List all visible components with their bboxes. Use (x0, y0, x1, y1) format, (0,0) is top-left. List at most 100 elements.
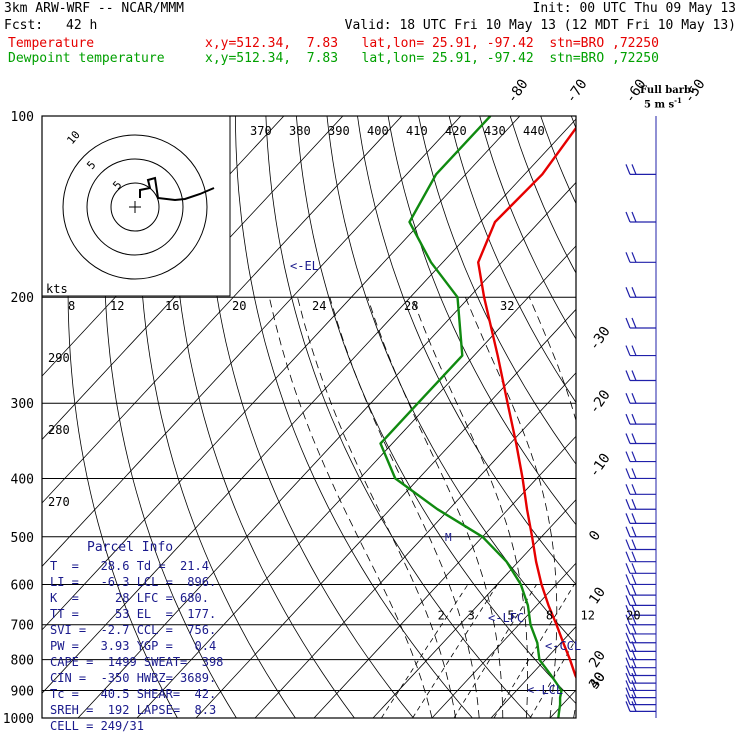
moist-adiabat (465, 297, 558, 718)
isotherm-label: 30 (586, 669, 609, 692)
level-annotation: <-EL (290, 259, 319, 273)
wind-barb-flag (631, 694, 637, 705)
theta-label: 380 (289, 124, 311, 138)
hodograph-units: kts (46, 282, 68, 296)
barb-legend-line1: Full barb: (640, 85, 695, 96)
hodograph-ring (86, 158, 184, 256)
hodograph-ring-label: 12 (110, 299, 124, 313)
wind-barb-flag (631, 370, 637, 381)
barb-legend-units: 5 m s (644, 99, 675, 111)
model-title: 3km ARW-WRF -- NCAR/MMM (4, 1, 185, 16)
theta-label: 280 (48, 423, 70, 437)
theta-label: 390 (328, 124, 350, 138)
dry-adiabat (602, 116, 740, 718)
wind-barb-flag (625, 413, 631, 425)
wind-barb-flag (625, 665, 631, 676)
isotherm-label: -80 (504, 76, 532, 106)
wind-barb-flag (625, 649, 631, 660)
wind-barb-flag (625, 694, 631, 705)
dewpoint-point-info: x,y=512.34, 7.83 lat,lon= 25.91, -97.42 … (205, 51, 659, 66)
parcel-info-line: CAPE = 1499 SWEAT= 398 (50, 655, 224, 669)
wind-barb-flag (631, 605, 637, 616)
legend-temperature: Temperature (8, 36, 95, 51)
wind-barb-flag (631, 657, 637, 668)
moist-adiabat (367, 297, 504, 718)
isotherm-line (668, 116, 740, 718)
hodograph-ring-label: 32 (500, 299, 514, 313)
wind-barb-flag (625, 433, 631, 444)
wind-barb-flag (625, 551, 631, 562)
dry-adiabat (724, 116, 740, 718)
level-annotation: <-LCL (527, 683, 563, 697)
wind-barb-flag (631, 539, 637, 550)
wind-barb-flag (631, 701, 637, 712)
isotherm-line (42, 116, 344, 441)
wind-barb-flag (631, 595, 637, 606)
isotherm-line (254, 372, 576, 718)
moist-adiabat (621, 297, 684, 718)
moist-adiabat (644, 297, 740, 718)
wind-barb-flag (625, 680, 631, 691)
dry-adiabat (693, 116, 740, 718)
legend-dewpoint: Dewpoint temperature (8, 51, 165, 66)
isotherm-line (136, 245, 576, 718)
dry-adiabat (540, 116, 576, 205)
wind-barb-flag (625, 584, 631, 596)
theta-label: 400 (367, 124, 389, 138)
theta-label: 420 (445, 124, 467, 138)
theta-label: 370 (250, 124, 272, 138)
wind-barb-flag (631, 413, 637, 425)
theta-label: 270 (48, 495, 70, 509)
wind-barb-flag (625, 499, 631, 510)
wind-barb-flag (625, 701, 631, 712)
init-time: Init: 00 UTC Thu 09 May 13 (532, 1, 737, 16)
wind-barb-flag (625, 605, 631, 616)
temperature-point-info: x,y=512.34, 7.83 lat,lon= 25.91, -97.42 … (205, 36, 659, 51)
wind-barb-flag (625, 317, 631, 329)
pressure-tick-label: 200 (11, 291, 34, 306)
wind-barb-flag (625, 164, 631, 175)
fcst-label: Fcst: (4, 18, 44, 33)
wind-barb-flag (631, 665, 637, 676)
wind-barb-flag (631, 211, 637, 223)
wind-barb-flag (625, 513, 631, 524)
wind-barb-flag (631, 393, 637, 404)
fcst-value: 42 h (66, 18, 98, 33)
wind-barb-flag (631, 526, 637, 538)
mixing-ratio-label: 3 (468, 609, 475, 623)
isotherm-label: -20 (586, 387, 614, 417)
wind-barb-flag (625, 672, 631, 684)
wind-barb-flag (625, 595, 631, 606)
dry-adiabat (448, 116, 576, 404)
m-annotation: M (445, 531, 452, 544)
dry-adiabat (632, 116, 740, 718)
pressure-tick-label: 500 (11, 531, 34, 546)
parcel-info-line: SVI = -2.7 CCL = 756. (50, 623, 217, 637)
isotherm-line (42, 118, 576, 694)
wind-barb-flag (631, 563, 637, 574)
wind-barb-flag (625, 539, 631, 550)
mixing-ratio-label: 20 (626, 609, 640, 623)
pressure-tick-label: 300 (11, 397, 34, 412)
hodograph-ring-label: 28 (404, 299, 418, 313)
wind-barb-flag (631, 345, 637, 356)
theta-label: 290 (48, 351, 70, 365)
level-annotation: <-CCL (545, 639, 581, 653)
wind-barb-flag (631, 641, 637, 652)
isotherm-line (372, 499, 576, 718)
wind-barb-flag (631, 451, 637, 462)
isotherm-line (313, 435, 576, 718)
isotherm-line (609, 116, 740, 718)
isotherm-line (549, 689, 576, 718)
mixing-ratio-line (412, 584, 498, 718)
wind-barb-flag (631, 623, 637, 635)
hodograph-ring (110, 182, 160, 232)
dry-adiabat (418, 116, 576, 465)
wind-barb-flag (631, 672, 637, 684)
hodograph-ring-label: 8 (68, 299, 75, 313)
parcel-info-title: Parcel Info (87, 540, 174, 555)
parcel-info-line: TT = 53 EL = 177. (50, 607, 217, 621)
theta-label: 410 (406, 124, 428, 138)
moist-adiabat (329, 297, 480, 718)
